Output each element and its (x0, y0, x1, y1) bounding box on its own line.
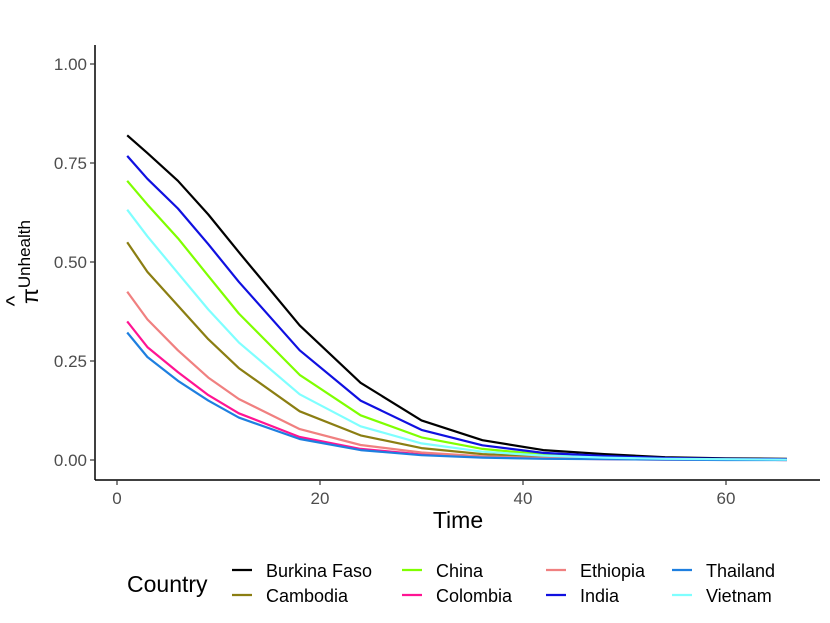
legend-label-ethiopia: Ethiopia (580, 561, 646, 581)
series-line-cambodia (126, 241, 787, 461)
series-group (126, 134, 787, 462)
x-axis-title: Time (433, 507, 483, 533)
x-tick-label: 0 (112, 489, 121, 508)
y-tick-label: 0.50 (54, 253, 87, 272)
y-tick-label: 0.25 (54, 352, 87, 371)
legend-label-thailand: Thailand (706, 561, 775, 581)
axes: 0.00 0.25 0.50 0.75 1.00 0 20 40 60 (54, 45, 820, 508)
legend-label-vietnam: Vietnam (706, 586, 772, 606)
x-tick-label: 20 (311, 489, 330, 508)
legend: Country Burkina Faso Cambodia China Colombi… (127, 561, 775, 606)
legend-label-china: China (436, 561, 484, 581)
x-tick-label: 40 (514, 489, 533, 508)
legend-label-burkina-faso: Burkina Faso (266, 561, 372, 581)
legend-label-colombia: Colombia (436, 586, 513, 606)
series-line-thailand (126, 331, 787, 462)
legend-label-cambodia: Cambodia (266, 586, 349, 606)
svg-text:πUnhealth: πUnhealth (15, 220, 43, 304)
y-axis-symbol: π (17, 288, 43, 304)
legend-label-india: India (580, 586, 620, 606)
y-axis-subscript: Unhealth (15, 220, 34, 288)
y-axis-hat: ^ (1, 295, 27, 306)
x-tick-label: 60 (717, 489, 736, 508)
y-tick-label: 0.75 (54, 154, 87, 173)
y-tick-label: 0.00 (54, 451, 87, 470)
y-axis-title: πUnhealth ^ (1, 220, 43, 306)
series-line-ethiopia (126, 291, 787, 462)
series-line-china (126, 180, 787, 461)
series-line-vietnam (126, 209, 787, 461)
series-line-india (126, 155, 787, 461)
y-tick-label: 1.00 (54, 55, 87, 74)
legend-title: Country (127, 571, 208, 597)
